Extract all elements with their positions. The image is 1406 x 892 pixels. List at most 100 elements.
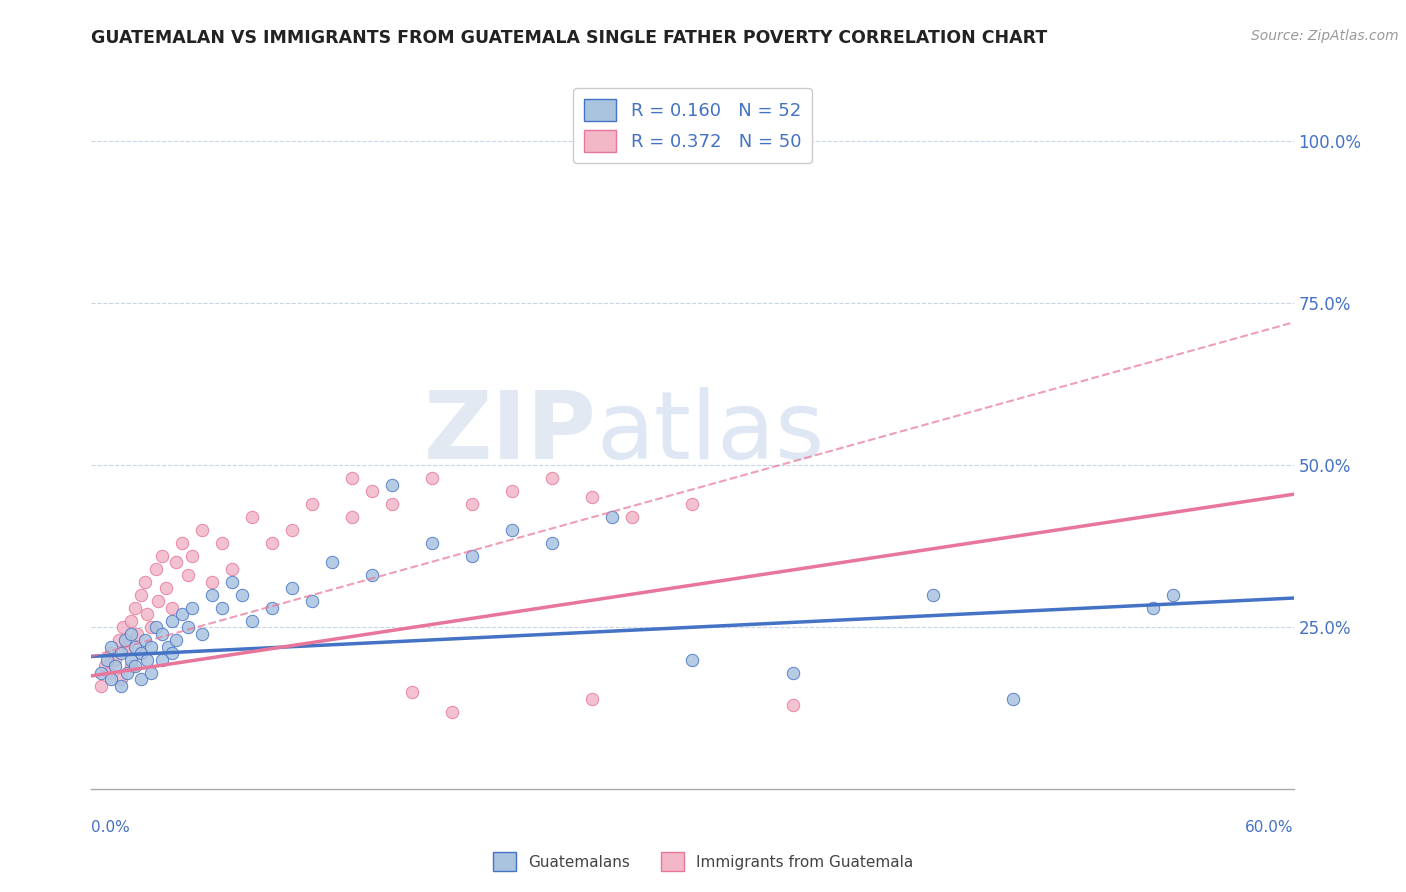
Point: [260, 600, 283, 615]
Point: [156, 640, 179, 654]
Point: [141, 620, 163, 634]
Point: [782, 698, 804, 712]
Point: [117, 640, 139, 654]
Point: [621, 510, 644, 524]
Point: [501, 523, 523, 537]
Point: [1163, 588, 1185, 602]
Point: [420, 471, 443, 485]
Point: [401, 685, 423, 699]
Point: [301, 497, 323, 511]
Point: [381, 477, 404, 491]
Point: [124, 640, 146, 654]
Point: [155, 582, 177, 596]
Point: [100, 672, 122, 686]
Point: [121, 614, 143, 628]
Point: [136, 653, 159, 667]
Point: [260, 536, 283, 550]
Point: [121, 659, 143, 673]
Point: [221, 562, 243, 576]
Point: [131, 646, 153, 660]
Point: [96, 653, 118, 667]
Point: [541, 471, 564, 485]
Point: [541, 536, 564, 550]
Point: [100, 640, 122, 654]
Point: [160, 614, 183, 628]
Point: [112, 620, 135, 634]
Point: [281, 523, 304, 537]
Point: [114, 633, 136, 648]
Point: [124, 659, 146, 673]
Point: [104, 659, 127, 673]
Point: [922, 588, 945, 602]
Point: [211, 600, 233, 615]
Point: [117, 665, 139, 680]
Point: [121, 653, 143, 667]
Point: [110, 672, 132, 686]
Point: [602, 510, 624, 524]
Point: [110, 679, 132, 693]
Point: [581, 691, 603, 706]
Point: [165, 555, 187, 569]
Point: [501, 483, 523, 498]
Point: [782, 665, 804, 680]
Point: [108, 633, 131, 648]
Point: [150, 653, 173, 667]
Point: [121, 626, 143, 640]
Text: 0.0%: 0.0%: [91, 821, 131, 835]
Point: [180, 600, 202, 615]
Text: GUATEMALAN VS IMMIGRANTS FROM GUATEMALA SINGLE FATHER POVERTY CORRELATION CHART: GUATEMALAN VS IMMIGRANTS FROM GUATEMALA …: [91, 29, 1047, 46]
Point: [1142, 600, 1164, 615]
Point: [98, 665, 121, 680]
Point: [201, 588, 224, 602]
Text: atlas: atlas: [596, 386, 824, 479]
Point: [136, 607, 159, 622]
Point: [420, 536, 443, 550]
Point: [90, 679, 112, 693]
Point: [110, 646, 132, 660]
Point: [1001, 691, 1024, 706]
Point: [176, 620, 198, 634]
Point: [150, 549, 173, 563]
Point: [170, 607, 193, 622]
Point: [461, 549, 484, 563]
Point: [231, 588, 253, 602]
Point: [165, 633, 187, 648]
Point: [440, 705, 463, 719]
Text: Source: ZipAtlas.com: Source: ZipAtlas.com: [1251, 29, 1399, 43]
Point: [321, 555, 343, 569]
Point: [131, 588, 153, 602]
Point: [124, 600, 146, 615]
Point: [301, 594, 323, 608]
Point: [104, 653, 127, 667]
Point: [134, 633, 156, 648]
Point: [221, 574, 243, 589]
Point: [190, 523, 212, 537]
Point: [90, 665, 112, 680]
Point: [240, 614, 263, 628]
Point: [240, 510, 263, 524]
Text: 60.0%: 60.0%: [1246, 821, 1294, 835]
Point: [160, 646, 183, 660]
Point: [94, 659, 117, 673]
Point: [160, 600, 183, 615]
Point: [360, 483, 382, 498]
Point: [134, 574, 156, 589]
Point: [281, 582, 304, 596]
Point: [145, 562, 167, 576]
Point: [131, 672, 153, 686]
Point: [127, 626, 149, 640]
Point: [681, 653, 703, 667]
Point: [190, 626, 212, 640]
Point: [211, 536, 233, 550]
Point: [131, 646, 153, 660]
Point: [360, 568, 382, 582]
Point: [150, 626, 173, 640]
Point: [141, 665, 163, 680]
Point: [170, 536, 193, 550]
Text: ZIP: ZIP: [423, 386, 596, 479]
Point: [146, 594, 169, 608]
Point: [145, 620, 167, 634]
Point: [340, 471, 363, 485]
Point: [141, 640, 163, 654]
Point: [681, 497, 703, 511]
